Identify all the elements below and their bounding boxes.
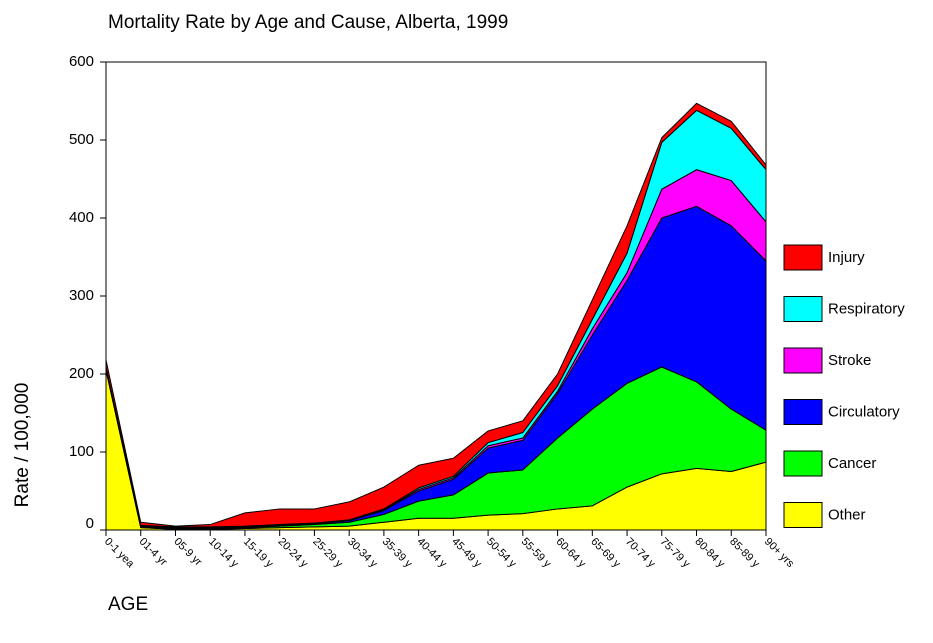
legend-swatch	[783, 244, 823, 271]
y-tick-label: 500	[69, 131, 94, 148]
x-tick-label: 90+ yrs	[762, 536, 797, 571]
x-tick-label: 55-59 y	[519, 536, 554, 571]
y-tick-label: 600	[69, 53, 94, 70]
x-tick-label: 25-29 y	[310, 536, 345, 571]
x-tick-label: 0-1 yea	[102, 536, 137, 571]
y-tick-label: 0	[86, 515, 94, 532]
y-tick-label: 200	[69, 365, 94, 382]
x-tick-label: 85-89 y	[727, 536, 762, 571]
x-tick-label: 05-9 yr	[171, 536, 204, 569]
chart-title: Mortality Rate by Age and Cause, Alberta…	[108, 12, 508, 33]
x-tick-label: 10-14 y	[206, 536, 241, 571]
y-tick-label: 100	[69, 443, 94, 460]
y-axis-label: Rate / 100,000	[12, 383, 33, 508]
x-tick-label: 60-64 y	[553, 536, 588, 571]
legend-label: Stroke	[828, 352, 871, 369]
legend-label: Respiratory	[828, 300, 905, 317]
x-tick-label: 35-39 y	[380, 536, 415, 571]
legend-swatch	[783, 450, 823, 477]
x-tick-label: 50-54 y	[484, 536, 519, 571]
legend-swatch	[783, 296, 823, 322]
legend-label: Other	[828, 506, 866, 523]
legend-swatch	[783, 347, 823, 374]
x-tick-label: 75-79 y	[658, 536, 693, 571]
x-tick-label: 01-4 yr	[137, 536, 170, 569]
legend-label: Injury	[828, 249, 865, 266]
x-tick-label: 65-69 y	[588, 536, 623, 571]
x-tick-label: 40-44 y	[415, 536, 450, 571]
x-axis-label: AGE	[108, 594, 148, 615]
legend-label: Circulatory	[828, 403, 900, 420]
x-tick-label: 45-49 y	[449, 536, 484, 571]
x-tick-label: 30-34 y	[345, 536, 380, 571]
y-tick-label: 400	[69, 209, 94, 226]
x-tick-label: 15-19 y	[241, 536, 276, 571]
legend-label: Cancer	[828, 455, 876, 472]
legend-swatch	[783, 502, 823, 528]
x-tick-label: 70-74 y	[623, 536, 658, 571]
x-tick-label: 80-84 y	[692, 536, 727, 571]
x-tick-label: 20-24 y	[276, 536, 311, 571]
legend-swatch	[783, 399, 823, 425]
y-tick-label: 300	[69, 287, 94, 304]
